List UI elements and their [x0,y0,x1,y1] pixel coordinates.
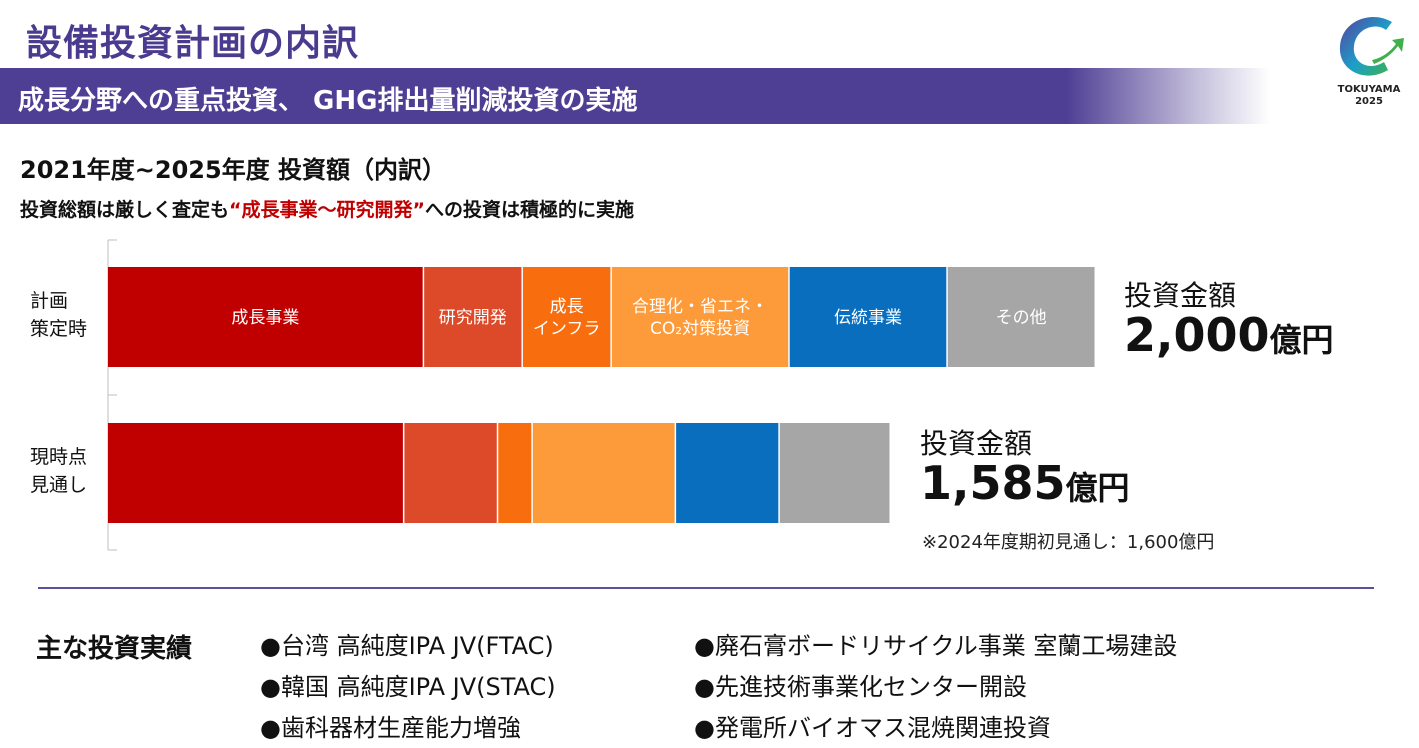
result-item: ●韓国 高純度IPA JV(STAC) [260,673,556,701]
segment-label: 成長 [550,297,584,317]
result-item: ●先進技術事業化センター開設 [694,673,1027,701]
bar-segment [404,423,497,523]
section-banner: 成長分野への重点投資、 GHG排出量削減投資の実施 [0,68,1270,124]
total-value-current: 1,585億円 [920,456,1130,510]
result-item: ●発電所バイオマス混焼関連投資 [694,714,1051,742]
category-label: 現時点 [30,446,87,468]
total-amount-plan: 2,000 [1124,308,1270,362]
banner-text: 成長分野への重点投資、 GHG排出量削減投資の実施 [18,86,638,116]
bar-segment [789,267,947,367]
bar-segment [522,267,611,367]
logo-year: 2025 [1355,96,1383,107]
segment-label: 伝統事業 [834,308,902,328]
bar-segment [108,423,403,523]
result-item: ●歯科器材生産能力増強 [260,714,521,742]
description: 投資総額は厳しく査定も“成長事業～研究開発”への投資は積極的に実施 [20,195,634,222]
total-label-current: 投資金額 [920,427,1033,460]
category-label: 策定時 [30,318,87,340]
description-highlight: “成長事業～研究開発” [229,199,425,221]
total-amount-current: 1,585 [920,456,1066,510]
segment-label: 合理化・省エネ・ [632,297,768,317]
bar-segment [108,267,423,367]
page-title: 設備投資計画の内訳 [26,23,360,64]
logo-text: TOKUYAMA [1337,84,1401,95]
result-item: ●廃石膏ボードリサイクル事業 室蘭工場建設 [694,632,1178,660]
description-prefix: 投資総額は厳しく査定も [20,199,230,221]
chart-subtitle: 2021年度~2025年度 投資額（内訳） [20,156,447,184]
segment-label: インフラ [533,319,601,339]
segment-label: 成長事業 [231,308,299,328]
tokuyama-c-arrow-logo-icon [1339,16,1404,76]
category-label: 見通し [30,474,87,496]
total-unit-plan: 億円 [1269,321,1334,359]
bar-segment [532,423,675,523]
bar-segment [611,267,789,367]
bar-segment [779,423,890,523]
bar-segment [424,267,522,367]
segment-label: その他 [996,308,1047,328]
description-suffix: への投資は積極的に実施 [425,199,635,221]
total-unit-current: 億円 [1065,469,1130,507]
bar-segment [947,267,1095,367]
result-item: ●台湾 高純度IPA JV(FTAC) [260,632,554,660]
forecast-note: ※2024年度期初見通し：1,600億円 [922,532,1215,553]
segment-label: CO₂対策投資 [650,319,750,339]
section-divider [38,587,1374,589]
segment-label: 研究開発 [439,308,507,328]
bar-segment [676,423,779,523]
total-label-plan: 投資金額 [1124,279,1237,312]
bar-segment [498,423,532,523]
company-logo: TOKUYAMA 2025 [1330,8,1408,112]
total-value-plan: 2,000億円 [1124,308,1334,362]
results-title: 主な投資実績 [36,634,193,664]
category-label: 計画 [30,290,68,312]
